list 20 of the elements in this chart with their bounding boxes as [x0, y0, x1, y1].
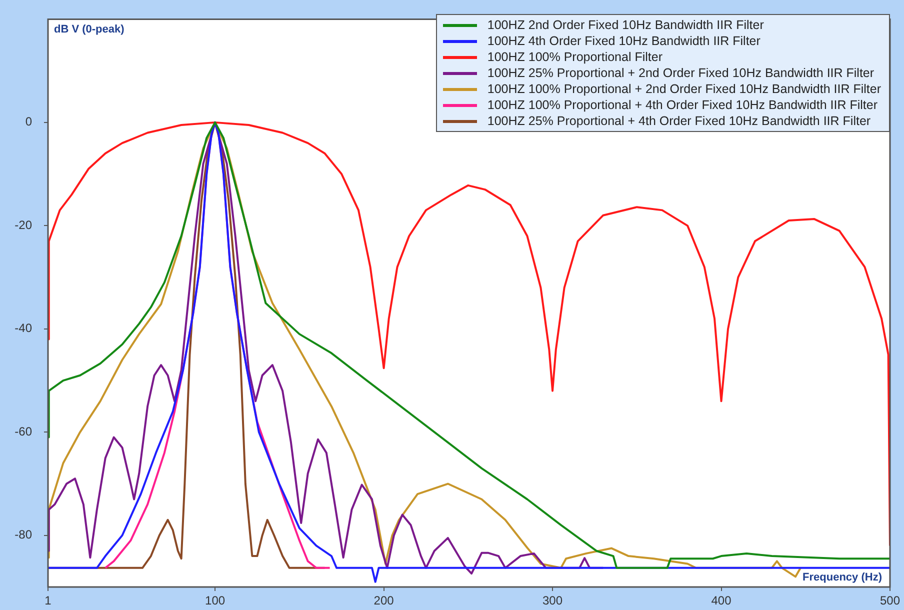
x-tick-label: 300: [542, 594, 563, 608]
legend-label: 100HZ 4th Order Fixed 10Hz Bandwidth IIR Filter: [487, 33, 760, 49]
legend-label: 100HZ 100% Proportional Filter: [487, 49, 662, 65]
x-tick-label: 500: [880, 594, 900, 608]
legend-label: 100HZ 25% Proportional + 2nd Order Fixed 10Hz Bandwidth IIR Filter: [487, 65, 874, 81]
legend-label: 100HZ 2nd Order Fixed 10Hz Bandwidth IIR Filter: [487, 17, 764, 33]
y-tick-label: -60: [14, 424, 32, 438]
x-tick-label: 1: [44, 594, 52, 608]
x-axis-title: Frequency (Hz): [802, 572, 882, 584]
y-axis-title: dB V (0-peak): [54, 24, 125, 36]
legend-label: 100HZ 100% Proportional + 4th Order Fixed 10Hz Bandwidth IIR Filter: [487, 97, 878, 113]
y-tick-label: 0: [25, 114, 32, 129]
x-tick-label: 200: [374, 594, 394, 608]
y-tick-label: -20: [14, 218, 32, 232]
legend-label: 100HZ 100% Proportional + 2nd Order Fixed 10Hz Bandwidth IIR Filter: [487, 81, 881, 97]
x-tick-label: 400: [711, 594, 732, 608]
y-tick-label: -40: [14, 321, 32, 336]
y-tick-label: -80: [14, 528, 32, 542]
legend-label: 100HZ 25% Proportional + 4th Order Fixed 10Hz Bandwidth IIR Filter: [487, 113, 871, 129]
x-tick-label: 100: [205, 594, 226, 608]
